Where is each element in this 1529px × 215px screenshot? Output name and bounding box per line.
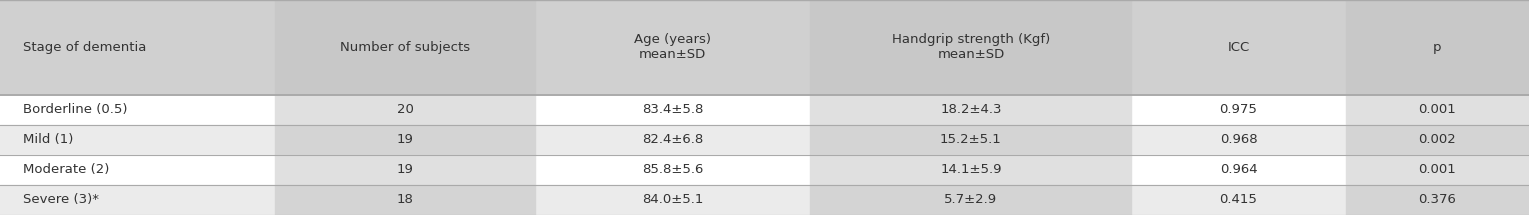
Bar: [810, 155, 1131, 185]
Bar: [1346, 95, 1529, 125]
Bar: [810, 0, 1131, 95]
Bar: [810, 185, 1131, 215]
Bar: [275, 185, 535, 215]
Text: Handgrip strength (Kgf)
mean±SD: Handgrip strength (Kgf) mean±SD: [891, 33, 1050, 61]
Text: Borderline (0.5): Borderline (0.5): [23, 103, 127, 116]
Bar: [1346, 0, 1529, 95]
Bar: [275, 95, 535, 125]
Text: 18: 18: [396, 194, 414, 206]
Text: Moderate (2): Moderate (2): [23, 163, 109, 176]
Text: 19: 19: [396, 163, 414, 176]
Text: Number of subjects: Number of subjects: [339, 41, 471, 54]
Bar: [810, 95, 1131, 125]
Text: 14.1±5.9: 14.1±5.9: [940, 163, 1001, 176]
Text: Severe (3)*: Severe (3)*: [23, 194, 99, 206]
Text: 20: 20: [396, 103, 414, 116]
Text: Age (years)
mean±SD: Age (years) mean±SD: [635, 33, 711, 61]
Bar: [275, 125, 535, 155]
Bar: [0, 0, 1529, 95]
Bar: [1346, 125, 1529, 155]
Text: ICC: ICC: [1228, 41, 1249, 54]
Text: Stage of dementia: Stage of dementia: [23, 41, 147, 54]
Text: 0.415: 0.415: [1220, 194, 1257, 206]
Text: Mild (1): Mild (1): [23, 133, 73, 146]
Bar: [0, 95, 1529, 125]
Text: 0.968: 0.968: [1220, 133, 1257, 146]
Text: 83.4±5.8: 83.4±5.8: [642, 103, 703, 116]
Text: p: p: [1433, 41, 1442, 54]
Text: 0.001: 0.001: [1419, 163, 1456, 176]
Text: 5.7±2.9: 5.7±2.9: [945, 194, 997, 206]
Bar: [275, 0, 535, 95]
Text: 0.002: 0.002: [1419, 133, 1456, 146]
Text: 0.376: 0.376: [1419, 194, 1456, 206]
Bar: [810, 125, 1131, 155]
Text: 19: 19: [396, 133, 414, 146]
Text: 0.964: 0.964: [1220, 163, 1257, 176]
Bar: [0, 185, 1529, 215]
Bar: [1346, 155, 1529, 185]
Text: 15.2±5.1: 15.2±5.1: [940, 133, 1001, 146]
Bar: [1346, 185, 1529, 215]
Text: 85.8±5.6: 85.8±5.6: [642, 163, 703, 176]
Text: 0.001: 0.001: [1419, 103, 1456, 116]
Text: 0.975: 0.975: [1220, 103, 1257, 116]
Text: 82.4±6.8: 82.4±6.8: [642, 133, 703, 146]
Text: 18.2±4.3: 18.2±4.3: [940, 103, 1001, 116]
Bar: [0, 125, 1529, 155]
Bar: [275, 155, 535, 185]
Text: 84.0±5.1: 84.0±5.1: [642, 194, 703, 206]
Bar: [0, 155, 1529, 185]
